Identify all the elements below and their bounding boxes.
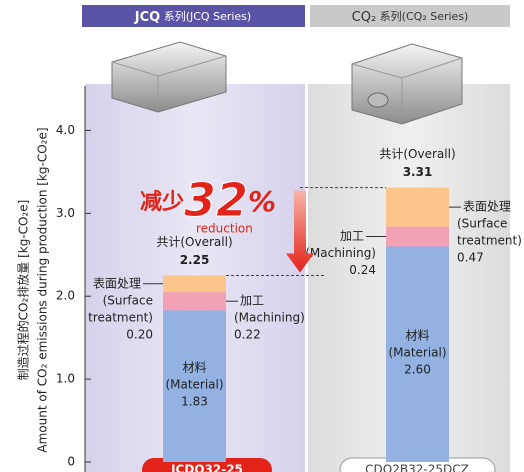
group-rest: 系列(JCQ Series): [160, 9, 251, 23]
segment-label: treatment): [457, 234, 522, 248]
group-tab-label: CQ₂ 系列(CQ₂ Series): [352, 9, 469, 25]
segment-label: 表面处理: [93, 276, 141, 290]
bar-segment: [163, 292, 226, 311]
y-tick-label: 3.0: [56, 206, 75, 220]
bar-segment: [163, 310, 226, 462]
y-tick-label: 1.0: [56, 372, 75, 386]
group-bold: JCQ: [134, 10, 160, 25]
segment-label: (Surface: [457, 217, 507, 231]
segment-label: (Machining): [305, 246, 376, 260]
segment-label: (Material): [165, 378, 223, 392]
tab-jcq: [82, 5, 305, 27]
y-tick-label: 2.0: [56, 289, 75, 303]
segment-label: (Material): [388, 346, 446, 360]
cylinder-jcq: [111, 41, 227, 113]
reduction-arrow: [286, 190, 314, 273]
segment-label: 材料: [405, 329, 429, 343]
segment-label: treatment): [88, 310, 153, 324]
y-axis-title: 制造过程的CO₂排放量 [kg-CO₂e]: [16, 200, 31, 381]
segment-label: (Machining): [234, 311, 305, 325]
bar-segment: [386, 187, 449, 227]
segment-label: 加工: [240, 294, 264, 308]
cylinder-cq2: [351, 43, 463, 125]
bar-segment: [386, 226, 449, 247]
segment-label: 材料: [182, 361, 206, 375]
segment-label: 加工: [340, 229, 364, 243]
reduction-unit: %: [248, 185, 276, 218]
segment-label: 表面处理: [463, 200, 511, 214]
bar-segment: [386, 246, 449, 462]
group-bold: CQ₂: [352, 10, 377, 25]
x-tick-label: CDQ2B32-25DCZ: [365, 463, 469, 472]
segment-label: (Surface: [103, 293, 153, 307]
segment-label: 0.24: [349, 263, 376, 277]
total-value: 3.31: [403, 165, 433, 179]
y-tick-label: 4.0: [56, 123, 75, 137]
x-tick-label: JCDQ32-25: [170, 463, 243, 472]
total-caption: 共计(Overall): [156, 235, 232, 249]
tab-cq2: [310, 5, 510, 27]
total-caption: 共计(Overall): [379, 147, 455, 161]
group-tab-label: JCQ 系列(JCQ Series): [134, 9, 251, 25]
y-axis-title-en: Amount of CO₂ emissions during productio…: [36, 127, 50, 452]
segment-label: 0.22: [234, 328, 261, 342]
y-tick-label: 0: [67, 455, 75, 469]
segment-label: 2.60: [404, 363, 431, 377]
reduction-prefix: 减少: [140, 189, 184, 215]
reduction-label: 减少32%: [140, 173, 276, 227]
bar-segment: [163, 275, 226, 293]
group-rest: 系列(CQ₂ Series): [376, 9, 468, 23]
total-value: 2.25: [180, 253, 210, 267]
reduction-caption: reduction: [196, 222, 253, 236]
segment-label: 1.83: [181, 395, 208, 409]
segment-label: 0.20: [126, 327, 153, 341]
segment-label: 0.47: [457, 251, 484, 265]
reduction-value: 32: [184, 173, 248, 227]
